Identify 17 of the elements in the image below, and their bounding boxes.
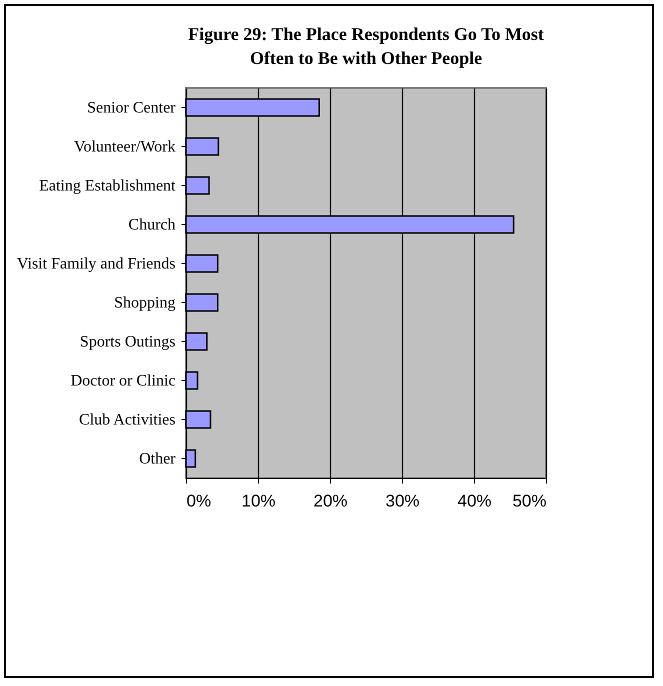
x-tick-label: 0%: [186, 492, 212, 510]
chart-title: Figure 29: The Place Respondents Go To Most Often to Be with Other People: [188, 24, 544, 68]
x-tick-label: 20%: [313, 492, 348, 510]
x-tick-label: 40%: [457, 492, 492, 510]
y-tick-label: Shopping: [114, 294, 176, 312]
y-tick-label: Church: [128, 216, 176, 234]
y-tick-label: Club Activities: [79, 412, 176, 428]
y-tick-label: Other: [139, 450, 176, 468]
y-tick-label: Sports Outings: [80, 334, 176, 350]
y-tick-label: Volunteer/Work: [74, 138, 176, 156]
y-tick-label: Senior Center: [87, 100, 176, 116]
x-tick-label: 10%: [241, 492, 276, 510]
y-tick-label: Doctor or Clinic: [70, 372, 176, 390]
x-tick-label: 30%: [385, 492, 420, 510]
y-tick-label: Visit Family and Friends: [16, 256, 176, 272]
y-tick-label: Eating Establishment: [39, 178, 176, 194]
x-tick-label: 50%: [512, 492, 546, 510]
